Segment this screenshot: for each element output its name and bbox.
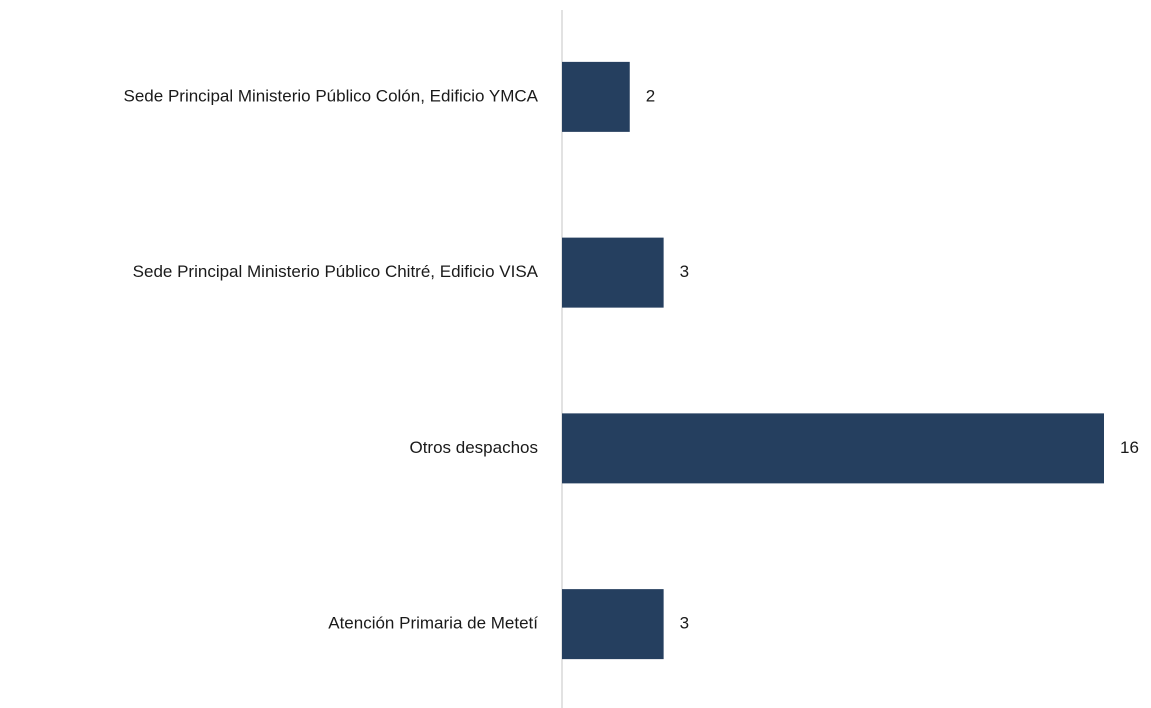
bar <box>562 237 664 308</box>
category-label: Sede Principal Ministerio Público Colón,… <box>124 86 539 105</box>
category-label: Sede Principal Ministerio Público Chitré… <box>133 262 539 281</box>
bar <box>562 61 630 132</box>
value-label: 3 <box>680 262 689 281</box>
bar <box>562 413 1104 484</box>
bar <box>562 589 664 660</box>
category-label: Otros despachos <box>409 438 538 457</box>
value-label: 2 <box>646 86 655 105</box>
value-label: 16 <box>1120 438 1139 457</box>
value-label: 3 <box>680 614 689 633</box>
category-label: Atención Primaria de Metetí <box>328 614 538 633</box>
